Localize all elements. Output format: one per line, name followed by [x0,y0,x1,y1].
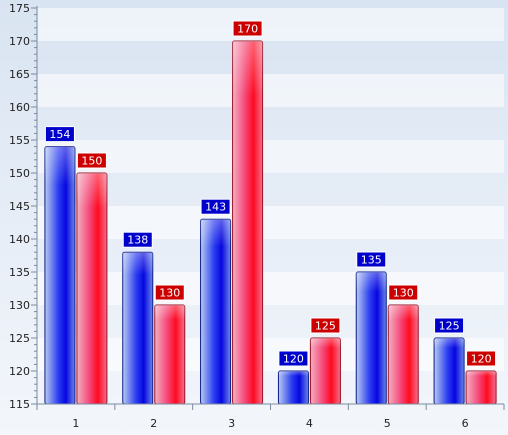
data-label: 130 [159,287,180,300]
data-label-box [154,284,185,301]
data-label: 170 [237,23,258,36]
y-tick-label: 115 [9,398,30,411]
data-label-box [200,198,231,215]
bar-gloss [356,272,387,404]
data-label: 120 [283,353,304,366]
y-tick-label: 140 [9,233,30,246]
data-label: 154 [49,128,70,141]
data-label: 138 [127,234,148,247]
data-labels: 154 150 138 130 143 170 120 125 135 130 125 120 [44,20,497,367]
bar-gloss [434,338,465,404]
data-label: 135 [361,254,382,267]
y-tick-label: 160 [9,101,30,114]
data-label: 150 [81,155,102,168]
data-label-box [232,20,263,37]
x-tick-label: 4 [306,417,313,430]
bar-marks [44,40,497,405]
y-tick-label: 165 [9,68,30,81]
y-tick-label: 175 [9,2,30,15]
bar-gloss [310,338,341,404]
data-label-box [434,317,465,334]
bar-gloss [44,146,75,404]
grid-band [37,140,504,173]
y-tick-label: 125 [9,332,30,345]
grid-bands [37,8,504,371]
data-label: 120 [471,353,492,366]
y-tick-label: 135 [9,266,30,279]
data-label-box [466,350,497,367]
x-tick-label: 1 [72,417,79,430]
data-label-box [388,284,419,301]
bar-gloss [232,41,263,404]
bar-gloss [154,305,185,404]
x-tick-label: 2 [150,417,157,430]
y-tick-label: 150 [9,167,30,180]
y-tick-label: 170 [9,35,30,48]
y-tick-label: 145 [9,200,30,213]
x-tick-label: 5 [384,417,391,430]
data-label-box [44,126,75,143]
grid-band [37,206,504,239]
data-label: 125 [439,320,460,333]
data-label-box [76,152,107,169]
data-label: 125 [315,320,336,333]
data-label-box [310,317,341,334]
bar-gloss [466,371,497,404]
grid-band [37,272,504,305]
grid-band [37,8,504,41]
data-label: 130 [393,287,414,300]
data-label-box [122,231,153,248]
bar-gloss [200,219,231,404]
x-tick-label: 3 [228,417,235,430]
grid-band [37,74,504,107]
bar-gloss [76,173,107,404]
data-label-box [356,251,387,268]
bar-gloss [122,252,153,404]
y-tick-label: 120 [9,365,30,378]
data-label: 143 [205,201,226,214]
y-tick-label: 155 [9,134,30,147]
grid-band [37,338,504,371]
y-tick-label: 130 [9,299,30,312]
data-label-box [278,350,309,367]
axes: 1151201251301351401451501551601651701751… [9,2,505,430]
x-tick-label: 6 [462,417,469,430]
bar-gloss [278,371,309,404]
bar-gloss [388,305,419,404]
